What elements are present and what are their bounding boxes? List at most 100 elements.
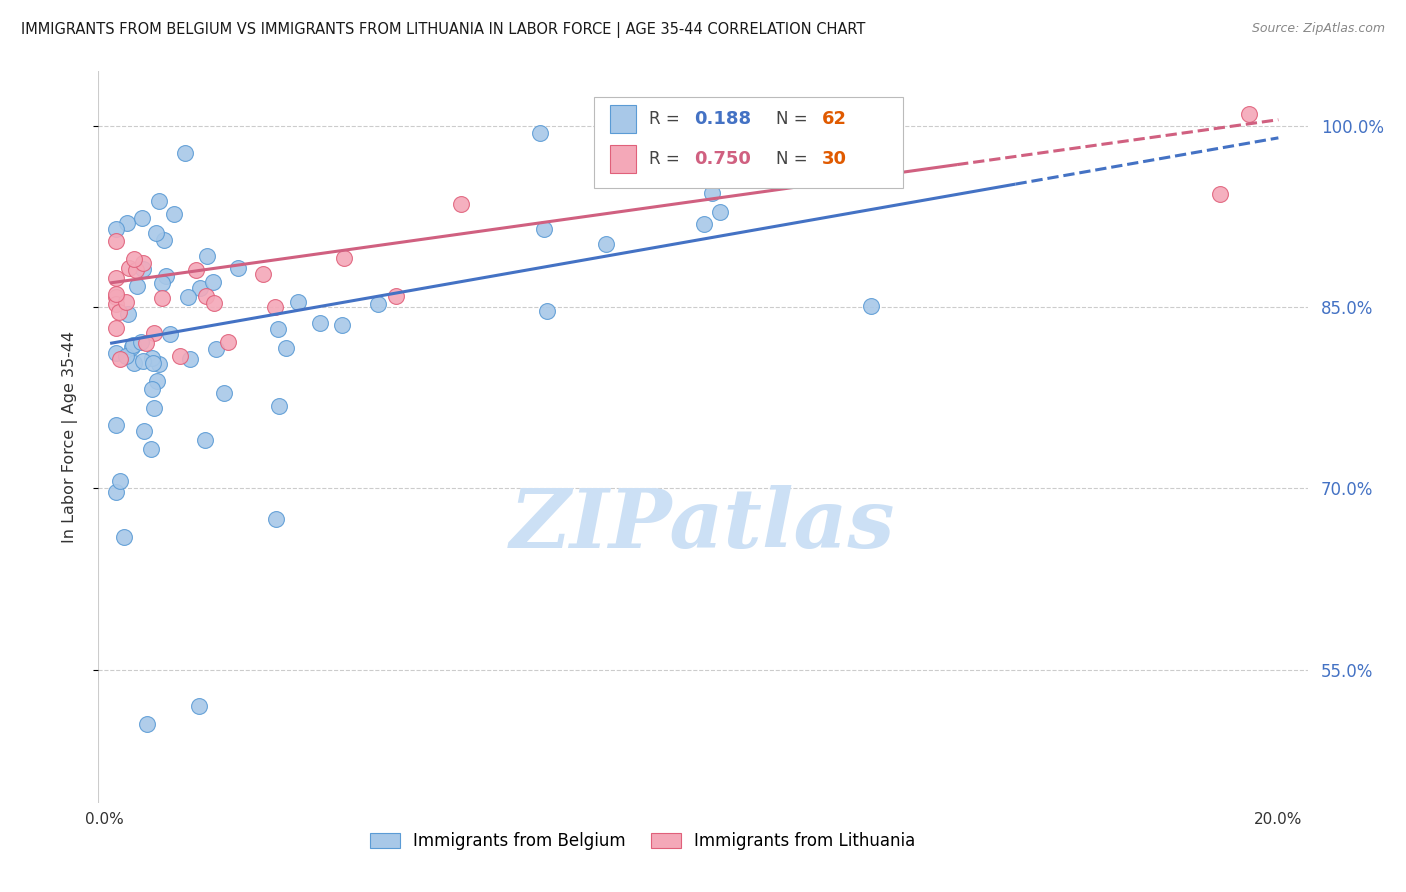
Text: 0.188: 0.188 (695, 110, 752, 128)
Point (141, 382, 163, 396)
Point (104, 345, 127, 359)
Point (205, 342, 228, 356)
Point (267, 400, 290, 414)
FancyBboxPatch shape (595, 97, 903, 188)
Text: R =: R = (648, 150, 685, 168)
Point (121, 340, 143, 354)
Point (115, 295, 138, 310)
Point (117, 307, 139, 321)
Point (108, 475, 131, 489)
Point (104, 271, 127, 285)
Point (179, 352, 201, 367)
Text: ZIPatlas: ZIPatlas (510, 485, 896, 565)
Point (533, 221, 555, 235)
Point (104, 320, 127, 334)
Point (135, 335, 157, 350)
Point (858, 106, 880, 120)
Text: 20.0%: 20.0% (1254, 813, 1302, 828)
Point (188, 281, 211, 295)
Legend: Immigrants from Belgium, Immigrants from Lithuania: Immigrants from Belgium, Immigrants from… (363, 825, 922, 856)
Point (194, 433, 217, 447)
Point (148, 194, 170, 209)
Point (529, 126, 551, 140)
Point (153, 233, 176, 247)
Point (132, 424, 155, 438)
Point (132, 354, 155, 368)
Point (155, 268, 177, 283)
Point (450, 197, 472, 211)
Point (146, 375, 169, 389)
Point (150, 291, 173, 305)
Point (112, 530, 135, 544)
Point (104, 286, 127, 301)
Text: 0.0%: 0.0% (84, 813, 124, 828)
Point (176, 290, 198, 304)
Point (188, 699, 211, 714)
Text: R =: R = (648, 110, 685, 128)
Point (159, 326, 181, 341)
Point (145, 227, 167, 241)
Text: IMMIGRANTS FROM BELGIUM VS IMMIGRANTS FROM LITHUANIA IN LABOR FORCE | AGE 35-44 : IMMIGRANTS FROM BELGIUM VS IMMIGRANTS FR… (21, 22, 866, 38)
Text: 62: 62 (821, 110, 846, 128)
Point (163, 207, 186, 221)
Point (385, 288, 408, 302)
Point (624, 156, 647, 170)
Point (122, 356, 145, 370)
Point (142, 356, 165, 370)
Point (108, 352, 131, 367)
Point (104, 222, 127, 236)
Point (136, 717, 159, 731)
Point (104, 290, 127, 304)
Text: N =: N = (776, 110, 813, 128)
Point (212, 386, 235, 401)
Point (252, 267, 274, 281)
Point (150, 276, 173, 290)
Point (197, 249, 219, 263)
Point (860, 299, 883, 313)
Point (121, 338, 143, 352)
Point (115, 216, 138, 230)
Point (201, 275, 224, 289)
Point (122, 252, 145, 266)
Point (267, 322, 290, 336)
Point (1237, 106, 1260, 120)
Point (104, 485, 127, 500)
Point (217, 335, 239, 350)
Point (104, 235, 127, 249)
Y-axis label: In Labor Force | Age 35-44: In Labor Force | Age 35-44 (62, 331, 77, 543)
Point (276, 342, 298, 356)
Point (141, 351, 163, 366)
Point (226, 261, 249, 276)
Point (125, 263, 148, 277)
Point (287, 294, 309, 309)
Point (125, 278, 148, 293)
Point (264, 511, 287, 525)
Point (143, 401, 166, 416)
Text: N =: N = (776, 150, 813, 168)
Point (169, 349, 191, 363)
Point (702, 186, 724, 200)
Point (596, 166, 619, 180)
Point (115, 349, 138, 363)
Point (693, 218, 716, 232)
Point (139, 442, 162, 456)
Point (142, 326, 165, 341)
Point (174, 145, 197, 160)
Text: 0.750: 0.750 (695, 150, 751, 168)
Point (104, 417, 127, 432)
Point (595, 236, 617, 251)
Point (195, 288, 218, 302)
Point (330, 318, 353, 333)
Point (1209, 186, 1232, 201)
Point (104, 297, 127, 311)
Text: 30: 30 (821, 150, 846, 168)
FancyBboxPatch shape (610, 145, 637, 173)
Point (131, 255, 153, 269)
Point (332, 252, 354, 266)
Point (536, 304, 558, 318)
Point (709, 205, 731, 219)
FancyBboxPatch shape (610, 105, 637, 133)
Point (118, 261, 141, 276)
Point (202, 296, 225, 310)
Point (131, 211, 153, 225)
